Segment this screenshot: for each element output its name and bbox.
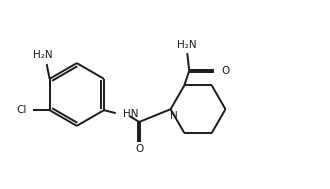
Text: HN: HN bbox=[122, 109, 138, 119]
Text: Cl: Cl bbox=[17, 105, 27, 115]
Text: H₂N: H₂N bbox=[33, 50, 52, 60]
Text: H₂N: H₂N bbox=[178, 40, 197, 50]
Text: N: N bbox=[170, 111, 178, 121]
Text: O: O bbox=[221, 66, 230, 76]
Text: O: O bbox=[135, 144, 143, 154]
